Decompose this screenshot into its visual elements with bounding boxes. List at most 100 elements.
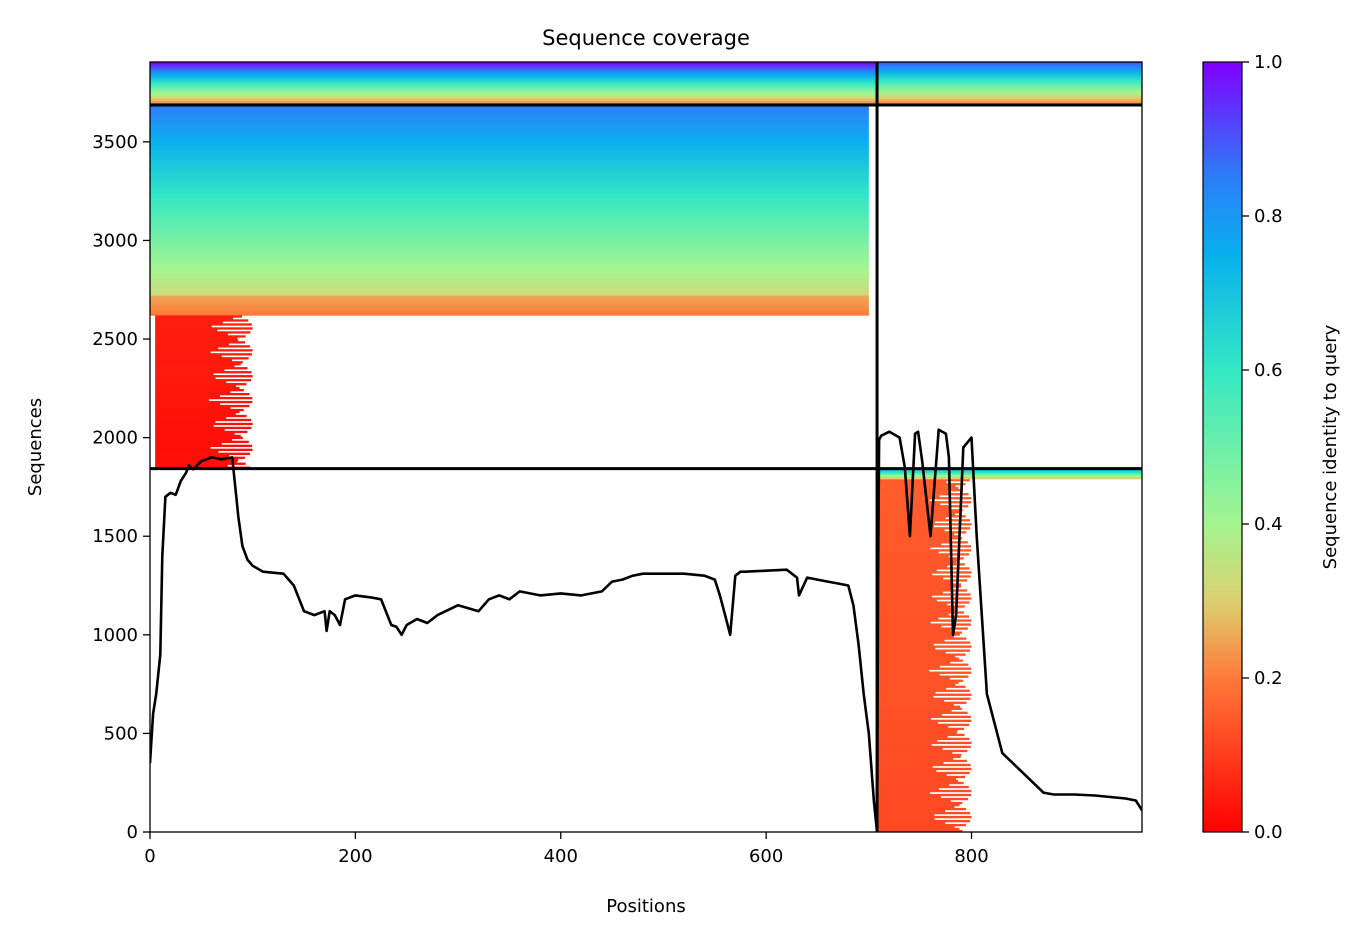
coverage-strip	[877, 769, 937, 773]
coverage-strip	[877, 90, 1142, 94]
coverage-strip	[877, 719, 972, 723]
coverage-strip	[155, 402, 221, 406]
y-axis: 0 500 1000 1500 2000 2500 3000 3500	[92, 132, 150, 843]
coverage-strip	[155, 371, 252, 374]
coverage-strip	[150, 309, 869, 312]
coverage-strip	[150, 267, 869, 270]
x-tick-label: 0	[144, 846, 155, 867]
coverage-strip	[877, 767, 972, 771]
coverage-strip	[155, 398, 209, 402]
coverage-strip	[877, 717, 931, 720]
coverage-strip	[877, 721, 939, 725]
coverage-strip	[155, 416, 227, 420]
coverage-strip	[877, 567, 970, 570]
coverage-strip	[150, 155, 869, 158]
coverage-strip	[150, 305, 869, 308]
colorbar-ticks: 0.0 0.2 0.4 0.6 0.8 1.0	[1242, 52, 1283, 843]
coverage-strip	[150, 119, 869, 122]
coverage-strip	[877, 68, 1142, 71]
y-tick-label: 1000	[92, 625, 138, 646]
coverage-strip	[877, 555, 949, 558]
coverage-strip	[877, 639, 945, 642]
coverage-strip	[877, 86, 1142, 89]
coverage-strip	[150, 185, 869, 188]
coverage-strip	[150, 125, 869, 128]
coverage-strip	[150, 207, 869, 210]
coverage-strip	[150, 225, 869, 228]
coverage-strip	[150, 209, 869, 212]
coverage-strip	[877, 497, 972, 500]
coverage-strip	[877, 593, 971, 596]
coverage-strip	[155, 392, 250, 396]
coverage-strip	[150, 151, 869, 154]
coverage-strip	[877, 617, 939, 620]
coverage-strip	[877, 547, 931, 550]
coverage-strip	[877, 64, 1142, 67]
coverage-strip	[150, 159, 869, 162]
coverage-block	[150, 295, 869, 316]
coverage-strip	[155, 315, 243, 318]
coverage-strip	[877, 96, 1142, 100]
coverage-strip	[877, 811, 971, 815]
coverage-strip	[155, 426, 252, 430]
coverage-strip	[877, 88, 1142, 91]
coverage-strip	[877, 76, 1142, 79]
y-tick-label: 1500	[92, 526, 138, 547]
coverage-strip	[877, 541, 968, 544]
coverage-strip	[877, 651, 946, 654]
coverage-strip	[150, 145, 869, 148]
coverage-strip	[877, 763, 971, 767]
coverage-strip	[150, 165, 869, 168]
coverage-strip	[877, 78, 1142, 81]
coverage-strip	[877, 799, 951, 803]
coverage-strip	[150, 109, 869, 112]
coverage-strip	[150, 78, 878, 81]
coverage-line-layer	[150, 428, 1142, 832]
coverage-strip	[877, 533, 955, 536]
coverage-strip	[150, 311, 869, 314]
coverage-strip	[877, 521, 935, 524]
coverage-strip	[155, 365, 235, 368]
coverage-strip	[877, 667, 972, 670]
coverage-strip	[150, 291, 869, 294]
y-tick-label: 0	[127, 822, 138, 843]
coverage-strip	[877, 499, 930, 502]
coverage-strip	[150, 285, 869, 288]
coverage-strip	[877, 633, 960, 636]
coverage-strip	[877, 691, 936, 694]
coverage-strip	[150, 215, 869, 218]
coverage-strip	[877, 80, 1142, 83]
coverage-strip	[877, 757, 954, 761]
coverage-strip	[155, 444, 253, 448]
coverage-strip	[877, 539, 952, 542]
coverage-strip	[877, 537, 963, 540]
coverage-strip	[155, 428, 225, 432]
coverage-strip	[150, 191, 869, 194]
coverage-strip	[877, 747, 943, 751]
coverage-strip	[150, 189, 869, 192]
coverage-strip	[877, 703, 954, 706]
coverage-strip	[877, 701, 967, 704]
coverage-strip	[150, 92, 878, 96]
coverage-strip	[877, 487, 959, 490]
coverage-strip	[877, 587, 953, 590]
coverage-strip	[877, 671, 972, 674]
coverage-strip	[150, 74, 878, 77]
coverage-strip	[155, 355, 222, 358]
coverage-strip	[877, 809, 945, 813]
coverage-strip	[877, 781, 964, 785]
coverage-block	[155, 315, 253, 469]
coverage-strip	[155, 448, 253, 451]
coverage-strip	[877, 66, 1142, 69]
colorbar	[1202, 61, 1243, 833]
coverage-strip	[150, 269, 869, 272]
coverage-strip	[877, 631, 963, 634]
coverage-strip	[150, 277, 869, 280]
coverage-strip	[877, 505, 969, 508]
coverage-strip	[877, 753, 962, 757]
coverage-strip	[877, 637, 967, 640]
coverage-strip	[877, 489, 964, 492]
coverage-strip	[150, 231, 869, 234]
coverage-strip	[150, 86, 878, 89]
